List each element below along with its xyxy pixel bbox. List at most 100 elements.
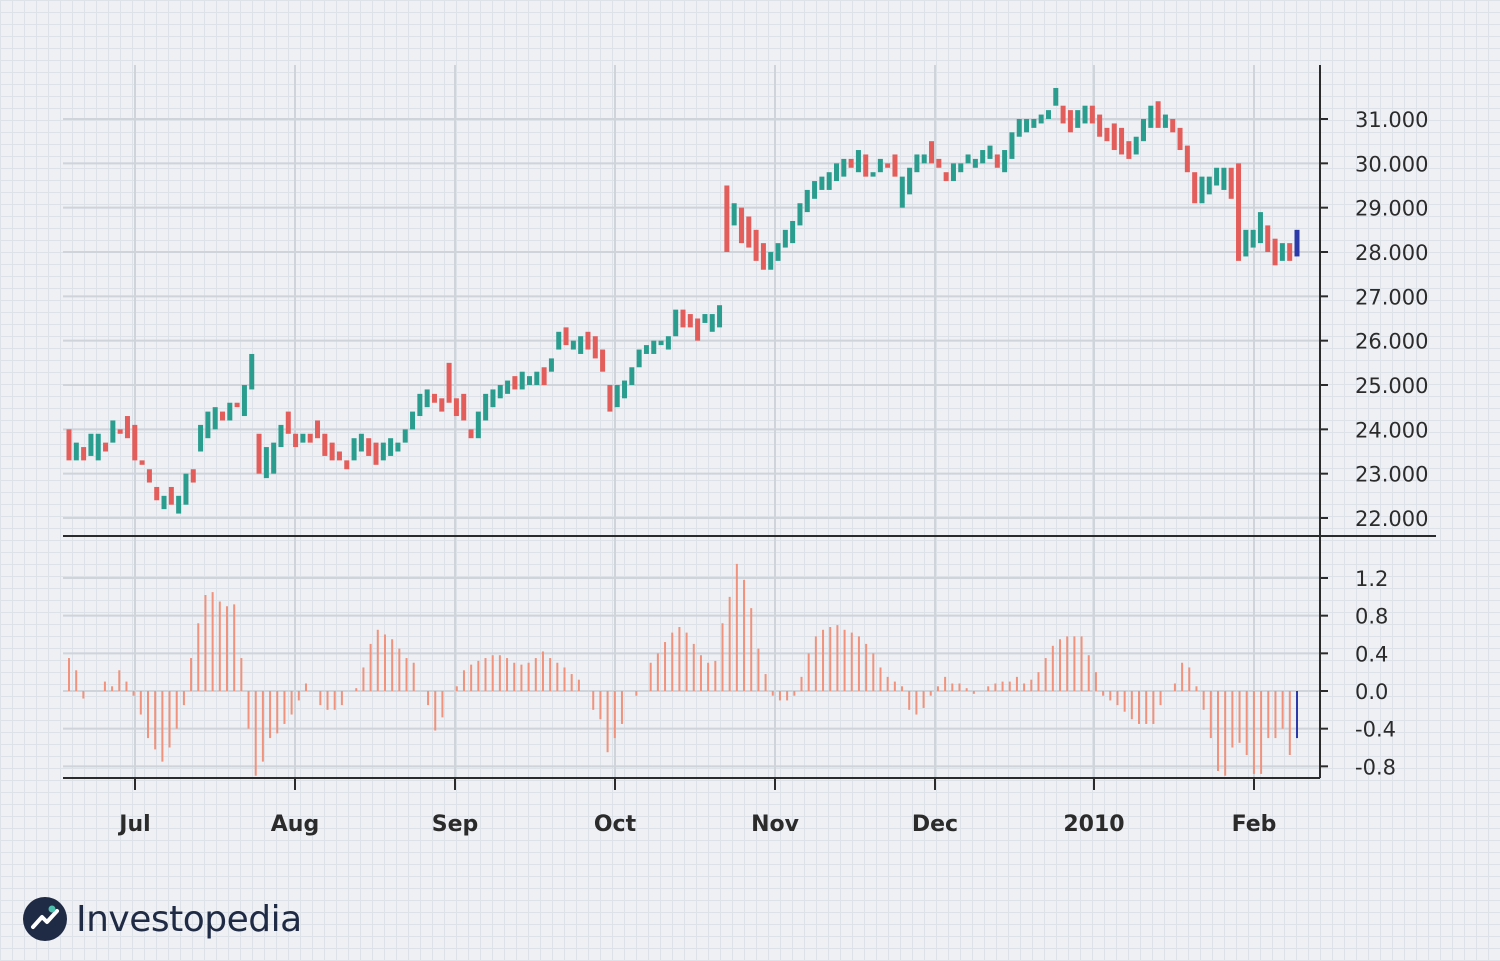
price-tick-label: 29.000 — [1355, 197, 1428, 221]
up-bar — [1075, 110, 1081, 128]
up-bar — [958, 163, 964, 173]
month-label: Aug — [271, 812, 319, 837]
up-bar — [899, 176, 905, 208]
down-bar — [468, 429, 474, 439]
down-bar — [1192, 172, 1198, 204]
month-label: Jul — [117, 812, 150, 837]
up-bar — [790, 220, 796, 244]
price-tick-label: 22.000 — [1355, 507, 1428, 531]
price-tick-label: 30.000 — [1355, 152, 1428, 176]
up-bar — [1053, 87, 1059, 106]
up-bar — [1243, 229, 1249, 257]
down-bar — [1155, 101, 1161, 128]
up-bar — [907, 167, 913, 195]
down-bar — [461, 393, 467, 421]
down-bar — [1126, 141, 1132, 159]
price-tick-label: 31.000 — [1355, 108, 1428, 132]
up-bar — [965, 154, 971, 164]
down-bar — [124, 416, 130, 439]
oscillator-tick-label: 0.4 — [1355, 642, 1388, 666]
price-tick-label: 23.000 — [1355, 463, 1428, 487]
up-bar — [212, 407, 218, 430]
up-bar — [300, 433, 306, 443]
down-bar — [1060, 105, 1066, 124]
grid-layer — [63, 65, 1320, 778]
up-bar — [804, 189, 810, 213]
down-bar — [446, 362, 452, 403]
up-bar — [424, 389, 430, 408]
up-bar — [877, 158, 883, 173]
up-bar — [1045, 110, 1051, 119]
up-bar — [1257, 212, 1263, 244]
down-bar — [1170, 119, 1176, 133]
down-bar — [168, 486, 174, 505]
up-bar — [826, 172, 832, 190]
up-bar — [1082, 105, 1088, 124]
down-bar — [885, 163, 891, 168]
up-bar — [1133, 136, 1139, 155]
down-bar — [592, 336, 598, 359]
investopedia-logo-icon — [23, 897, 67, 941]
up-bar — [841, 158, 847, 177]
price-panel — [66, 87, 1300, 514]
up-bar — [395, 442, 401, 452]
up-bar — [782, 229, 788, 248]
down-bar — [1067, 110, 1073, 133]
down-bar — [724, 185, 730, 252]
down-bar — [117, 429, 123, 434]
up-bar — [972, 158, 978, 168]
down-bar — [943, 172, 949, 182]
up-bar — [176, 495, 182, 514]
up-bar — [380, 442, 386, 461]
price-tick-label: 27.000 — [1355, 285, 1428, 309]
brand-name: Investopedia — [76, 898, 302, 940]
month-label: 2010 — [1063, 812, 1124, 837]
up-bar — [1250, 229, 1256, 248]
up-bar — [570, 340, 576, 350]
oscillator-tick-label: 0.0 — [1355, 680, 1388, 704]
up-bar — [870, 172, 876, 177]
down-bar — [760, 243, 766, 270]
down-bar — [936, 158, 942, 168]
up-bar — [534, 371, 540, 385]
price-tick-label: 24.000 — [1355, 418, 1428, 442]
up-bar — [527, 376, 532, 385]
up-bar — [834, 163, 839, 182]
price-tick-label: 28.000 — [1355, 241, 1428, 265]
up-bar — [475, 411, 481, 439]
up-bar — [629, 367, 635, 385]
down-bar — [1097, 114, 1103, 137]
down-bar — [1228, 167, 1234, 199]
down-bar — [1265, 225, 1271, 252]
up-bar — [161, 495, 167, 510]
up-bar — [1162, 114, 1168, 128]
up-bar — [1009, 132, 1015, 159]
down-bar — [863, 154, 869, 177]
up-bar — [278, 424, 284, 448]
up-bar — [797, 203, 803, 226]
oscillator-tick-label: -0.8 — [1355, 755, 1396, 779]
up-bar — [505, 380, 511, 394]
down-bar — [66, 429, 72, 461]
down-bar — [680, 309, 686, 328]
up-bar — [987, 145, 993, 159]
up-bar — [351, 438, 357, 461]
down-bar — [344, 460, 350, 470]
down-bar — [81, 447, 87, 461]
price-tick-label: 26.000 — [1355, 330, 1428, 354]
up-bar — [980, 150, 986, 164]
up-bar — [775, 243, 781, 261]
month-label: Sep — [432, 812, 479, 837]
up-bar — [1031, 119, 1037, 128]
up-bar — [249, 353, 255, 390]
down-bar — [1104, 127, 1110, 142]
oscillator-tick-label: -0.4 — [1355, 718, 1396, 742]
up-bar — [1294, 229, 1300, 257]
up-bar — [183, 473, 189, 505]
down-bar — [285, 411, 291, 434]
up-bar — [819, 176, 825, 190]
down-bar — [607, 385, 613, 412]
down-bar — [1272, 238, 1278, 266]
up-bar — [358, 433, 364, 452]
down-bar — [103, 442, 109, 452]
